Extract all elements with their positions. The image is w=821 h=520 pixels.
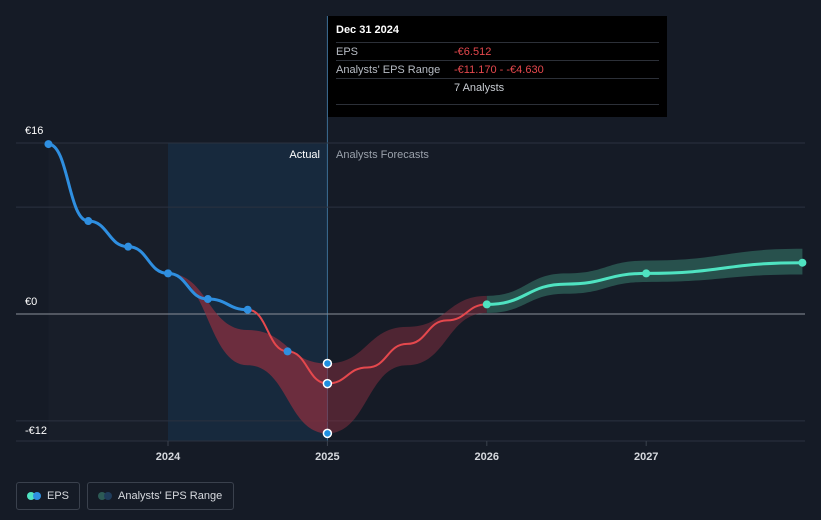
highlight-point[interactable] xyxy=(322,428,333,439)
range-area-forecast-negative xyxy=(327,295,487,434)
eps-actual-point xyxy=(124,242,133,251)
y-tick-label: €0 xyxy=(25,296,37,308)
eps-forecast-positive-line xyxy=(486,261,803,306)
eps-actual-point xyxy=(203,295,212,304)
eps-range-area xyxy=(168,248,803,434)
eps-actual-point xyxy=(84,217,93,226)
range-area-forecast-positive xyxy=(486,248,803,313)
eps-forecast-point xyxy=(482,300,491,309)
eps-forecast-negative-line xyxy=(327,303,487,385)
tooltip-eps-row: EPS -€6.512 xyxy=(336,42,659,60)
eps-actual-point xyxy=(243,305,252,314)
x-tick-label: 2024 xyxy=(156,451,181,463)
legend-eps-label: EPS xyxy=(47,490,70,502)
tooltip-date: Dec 31 2024 xyxy=(336,24,399,36)
x-tick-label: 2026 xyxy=(475,451,499,463)
tooltip-eps-label: EPS xyxy=(336,45,359,58)
x-tick-label: 2027 xyxy=(634,451,658,463)
eps-points xyxy=(44,140,807,439)
eps-forecast-point xyxy=(642,269,651,278)
range-area-actual xyxy=(168,273,328,434)
eps-actual-point xyxy=(164,269,172,278)
eps-actual-point xyxy=(44,140,53,149)
tooltip-analysts-count: 7 Analysts xyxy=(454,81,505,94)
tooltip: Dec 31 2024 EPS -€6.512 Analysts' EPS Ra… xyxy=(328,16,667,117)
highlight-point[interactable] xyxy=(322,378,333,389)
y-tick-label: -€12 xyxy=(25,425,47,437)
eps-forecast-point xyxy=(798,258,807,267)
tooltip-range-value: -€11.170 - -€4.630 xyxy=(454,63,544,76)
x-tick-label: 2025 xyxy=(315,451,339,463)
legend-eps-icon xyxy=(27,492,41,500)
legend-eps-toggle[interactable]: EPS xyxy=(16,482,80,510)
tooltip-analysts-row: 7 Analysts xyxy=(336,78,659,96)
y-axis-labels: €16 €0 -€12 xyxy=(25,125,47,437)
tooltip-range-label: Analysts' EPS Range xyxy=(336,63,441,76)
legend-range-icon xyxy=(98,492,112,500)
y-tick-label: €16 xyxy=(25,125,43,137)
gridlines xyxy=(16,142,805,442)
actual-period-shade xyxy=(48,143,169,441)
legend-range-label: Analysts' EPS Range xyxy=(118,490,223,502)
legend-range-toggle[interactable]: Analysts' EPS Range xyxy=(87,482,234,510)
highlight-point[interactable] xyxy=(322,358,333,369)
eps-actual-point xyxy=(283,347,292,356)
region-label-actual: Actual xyxy=(289,149,320,161)
region-label-forecast: Analysts Forecasts xyxy=(336,149,429,161)
tooltip-range-row: Analysts' EPS Range -€11.170 - -€4.630 xyxy=(336,60,659,78)
tooltip-eps-value: -€6.512 xyxy=(454,45,492,58)
x-axis-labels: 2024 2025 2026 2027 xyxy=(156,441,658,463)
